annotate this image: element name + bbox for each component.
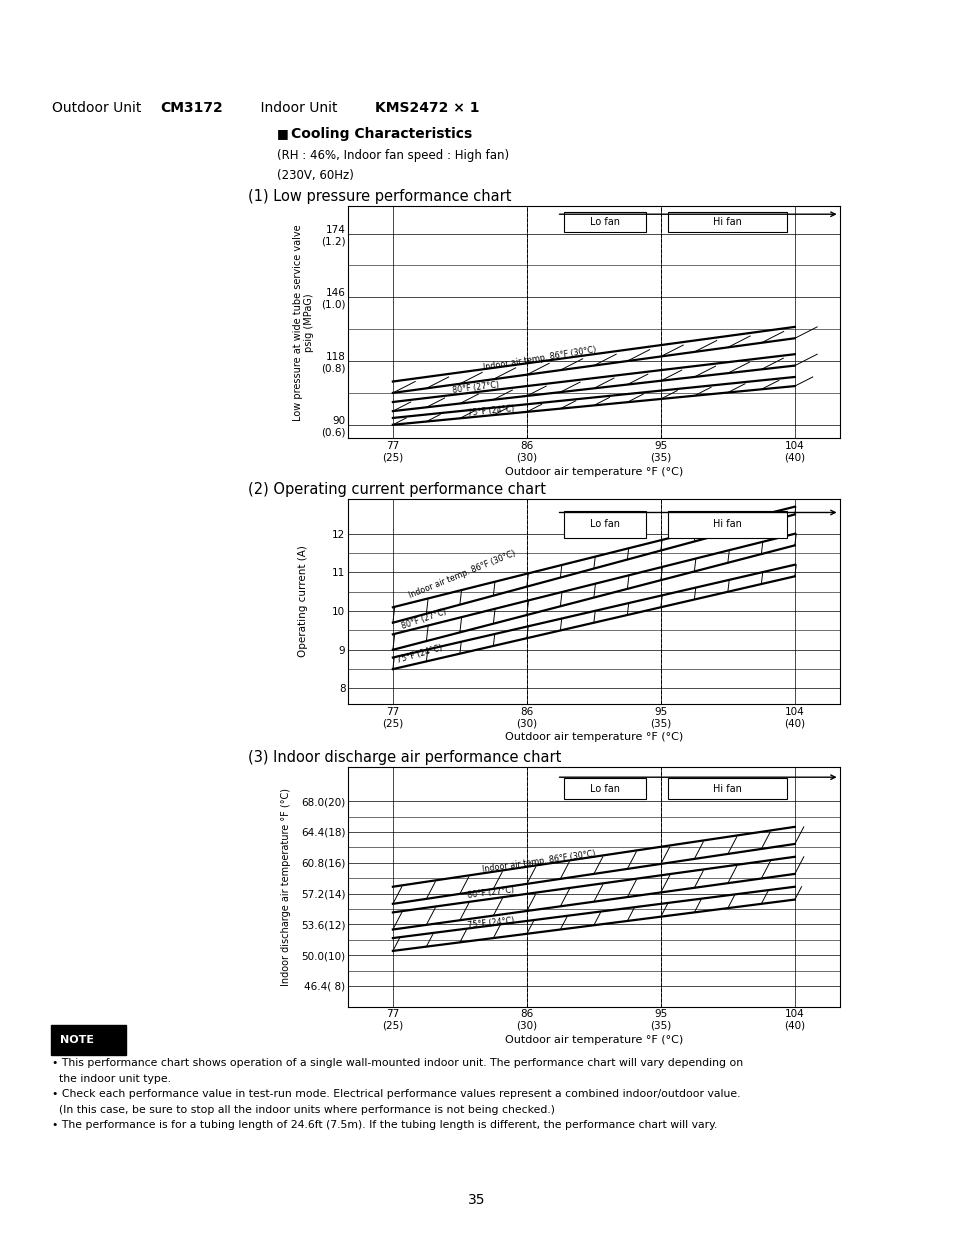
Text: NOTE: NOTE bbox=[60, 1035, 94, 1045]
Text: Lo fan: Lo fan bbox=[589, 784, 619, 794]
Text: Cooling Characteristics: Cooling Characteristics bbox=[291, 127, 472, 141]
Text: 35: 35 bbox=[468, 1193, 485, 1208]
Text: Lo fan: Lo fan bbox=[589, 519, 619, 529]
Text: Hi fan: Hi fan bbox=[713, 217, 741, 227]
Text: ■: ■ bbox=[276, 127, 288, 141]
Text: Indoor air temp. 86°F (30°C): Indoor air temp. 86°F (30°C) bbox=[407, 548, 517, 599]
Text: 80°F (27°C): 80°F (27°C) bbox=[452, 380, 499, 395]
Text: the indoor unit type.: the indoor unit type. bbox=[52, 1074, 172, 1084]
Text: 75°F (24°C): 75°F (24°C) bbox=[467, 404, 515, 417]
FancyBboxPatch shape bbox=[668, 778, 786, 799]
Text: • The performance is for a tubing length of 24.6ft (7.5m). If the tubing length : • The performance is for a tubing length… bbox=[52, 1120, 717, 1130]
FancyBboxPatch shape bbox=[563, 212, 645, 232]
Text: (1) Low pressure performance chart: (1) Low pressure performance chart bbox=[248, 189, 511, 204]
Text: (230V, 60Hz): (230V, 60Hz) bbox=[276, 169, 354, 183]
Text: KMS2472 × 1: KMS2472 × 1 bbox=[375, 101, 479, 115]
Text: 80°F (27°C): 80°F (27°C) bbox=[467, 885, 515, 899]
Text: Outdoor Unit: Outdoor Unit bbox=[52, 101, 151, 115]
FancyBboxPatch shape bbox=[563, 510, 645, 537]
Text: (2) Operating current performance chart: (2) Operating current performance chart bbox=[248, 482, 545, 496]
Text: Operating current (A): Operating current (A) bbox=[298, 546, 308, 657]
Text: Indoor Unit: Indoor Unit bbox=[243, 101, 346, 115]
Text: Hi fan: Hi fan bbox=[713, 784, 741, 794]
Text: Hi fan: Hi fan bbox=[713, 519, 741, 529]
Text: • This performance chart shows operation of a single wall-mounted indoor unit. T: • This performance chart shows operation… bbox=[52, 1058, 742, 1068]
FancyBboxPatch shape bbox=[668, 510, 786, 537]
X-axis label: Outdoor air temperature °F (°C): Outdoor air temperature °F (°C) bbox=[504, 732, 682, 742]
Text: (RH : 46%, Indoor fan speed : High fan): (RH : 46%, Indoor fan speed : High fan) bbox=[276, 149, 508, 163]
FancyBboxPatch shape bbox=[563, 778, 645, 799]
Text: Indoor air temp. 86°F (30°C): Indoor air temp. 86°F (30°C) bbox=[481, 346, 596, 373]
X-axis label: Outdoor air temperature °F (°C): Outdoor air temperature °F (°C) bbox=[504, 1035, 682, 1045]
Text: Indoor discharge air temperature °F (°C): Indoor discharge air temperature °F (°C) bbox=[281, 788, 291, 986]
Text: 75°F (24°C): 75°F (24°C) bbox=[395, 643, 443, 666]
Text: Lo fan: Lo fan bbox=[589, 217, 619, 227]
Text: (In this case, be sure to stop all the indoor units where performance is not bei: (In this case, be sure to stop all the i… bbox=[52, 1105, 555, 1115]
Text: Indoor air temp. 86°F (30°C): Indoor air temp. 86°F (30°C) bbox=[481, 850, 596, 874]
Text: • Check each performance value in test-run mode. Electrical performance values r: • Check each performance value in test-r… bbox=[52, 1089, 740, 1099]
Text: 75°F (24°C): 75°F (24°C) bbox=[467, 915, 515, 930]
Text: CM3172: CM3172 bbox=[160, 101, 223, 115]
X-axis label: Outdoor air temperature °F (°C): Outdoor air temperature °F (°C) bbox=[504, 467, 682, 477]
Text: 80°F (27°C): 80°F (27°C) bbox=[400, 606, 447, 630]
FancyBboxPatch shape bbox=[668, 212, 786, 232]
Text: Low pressure at wide tube service valve
psig (MPaG): Low pressure at wide tube service valve … bbox=[293, 224, 314, 421]
Text: (3) Indoor discharge air performance chart: (3) Indoor discharge air performance cha… bbox=[248, 750, 560, 764]
